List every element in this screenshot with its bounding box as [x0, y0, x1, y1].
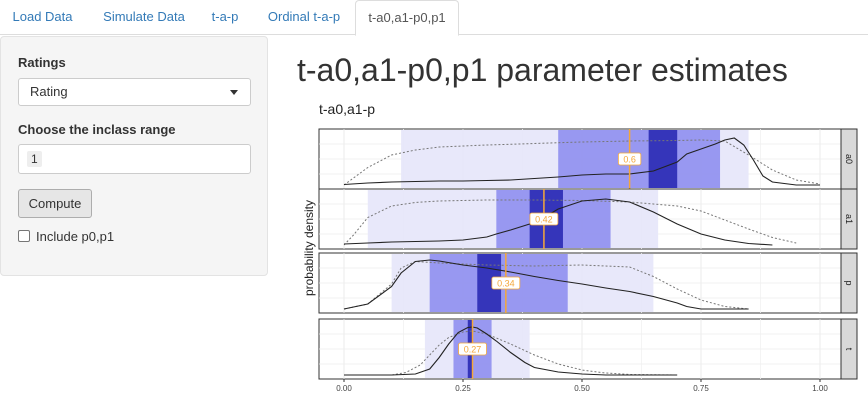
- prior-curve: [343, 139, 821, 186]
- facet-p: 0.34 p: [318, 252, 858, 314]
- x-tick-label: 0.75: [693, 384, 709, 393]
- density-curve: [343, 259, 749, 310]
- facet-t: 0.27 t: [318, 318, 858, 380]
- tab-t-a-p[interactable]: t-a-p: [211, 9, 239, 24]
- facet-strip-label: a1: [844, 214, 854, 224]
- inclass-range-label: Choose the inclass range: [18, 122, 176, 137]
- ratings-select-value: Rating: [30, 84, 68, 99]
- x-tick-label: 0.50: [574, 384, 590, 393]
- include-p0p1-checkbox[interactable]: Include p0,p1: [18, 229, 114, 244]
- facet-strip: [840, 318, 858, 380]
- median-label-box: [491, 276, 521, 290]
- tab-ordinal-t-a-p[interactable]: Ordinal t-a-p: [267, 9, 341, 24]
- sidebar-panel: Ratings Rating Choose the inclass range …: [0, 36, 268, 276]
- prior-curve: [343, 260, 749, 310]
- chart-title: t-a0,a1-p: [319, 101, 375, 117]
- checkbox-box[interactable]: [18, 230, 30, 242]
- compute-button[interactable]: Compute: [18, 189, 92, 218]
- density-curve: [344, 326, 678, 376]
- prior-curve: [343, 199, 797, 246]
- facet-strip-label: a0: [844, 154, 854, 164]
- ratings-label: Ratings: [18, 55, 66, 70]
- inclass-range-input[interactable]: 1: [18, 144, 251, 174]
- inclass-range-chip: 1: [27, 151, 42, 167]
- facet-a0: 0.6 a0: [318, 128, 858, 190]
- x-tick-label: 0.00: [336, 384, 352, 393]
- prior-curve: [344, 330, 678, 376]
- facet-strip: [840, 252, 858, 314]
- ratings-select[interactable]: Rating: [18, 78, 251, 106]
- chevron-down-icon: [230, 90, 238, 95]
- median-label: 0.34: [497, 279, 515, 289]
- page-title: t-a0,a1-p0,p1 parameter estimates: [297, 52, 788, 88]
- density-curve: [343, 137, 820, 186]
- facet-strip-label: p: [844, 280, 854, 285]
- tab-bar: Load Data Simulate Data t-a-p Ordinal t-…: [0, 0, 868, 36]
- tab-load-data[interactable]: Load Data: [12, 9, 73, 24]
- x-tick-label: 0.25: [455, 384, 471, 393]
- x-tick-label: 1.00: [812, 384, 828, 393]
- facet-strip-label: t: [844, 348, 854, 351]
- median-label-box: [529, 212, 559, 226]
- tab-t-a0-a1-p0-p1[interactable]: t-a0,a1-p0,p1: [355, 0, 459, 36]
- facet-a1: 0.42 a1: [318, 188, 858, 250]
- median-label: 0.6: [623, 155, 636, 165]
- median-label: 0.27: [464, 345, 482, 355]
- credible-band-ci_inner: [477, 254, 502, 312]
- include-p0p1-label: Include p0,p1: [36, 229, 115, 244]
- tab-simulate-data[interactable]: Simulate Data: [103, 9, 185, 24]
- median-label: 0.42: [535, 215, 553, 225]
- median-label-box: [458, 342, 487, 356]
- credible-band-ci_inner: [648, 130, 678, 188]
- median-label-box: [617, 152, 642, 166]
- facet-strip: [840, 188, 858, 250]
- y-axis-label: probability density: [302, 200, 316, 296]
